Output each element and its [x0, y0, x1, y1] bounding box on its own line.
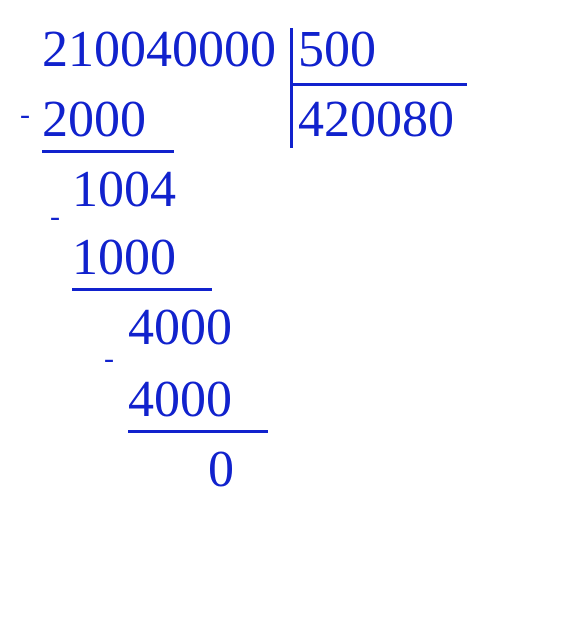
divisor: 500: [298, 20, 376, 79]
work-num-2: 1004: [72, 160, 176, 219]
work-minus-3: -: [50, 200, 60, 234]
work-num-8: 0: [208, 440, 234, 499]
work-minus-6: -: [104, 342, 114, 376]
work-rule-1: [42, 150, 174, 153]
dividend: 210040000: [42, 20, 276, 79]
divisor-rule: [293, 83, 467, 86]
division-vertical: [290, 28, 293, 148]
work-rule-4: [72, 288, 212, 291]
work-num-6: 4000: [128, 370, 232, 429]
work-rule-7: [128, 430, 268, 433]
work-num-3: 1000: [72, 228, 176, 287]
work-minus-0: -: [20, 98, 30, 132]
work-num-0: 2000: [42, 90, 146, 149]
quotient: 420080: [298, 90, 454, 149]
work-num-5: 4000: [128, 298, 232, 357]
